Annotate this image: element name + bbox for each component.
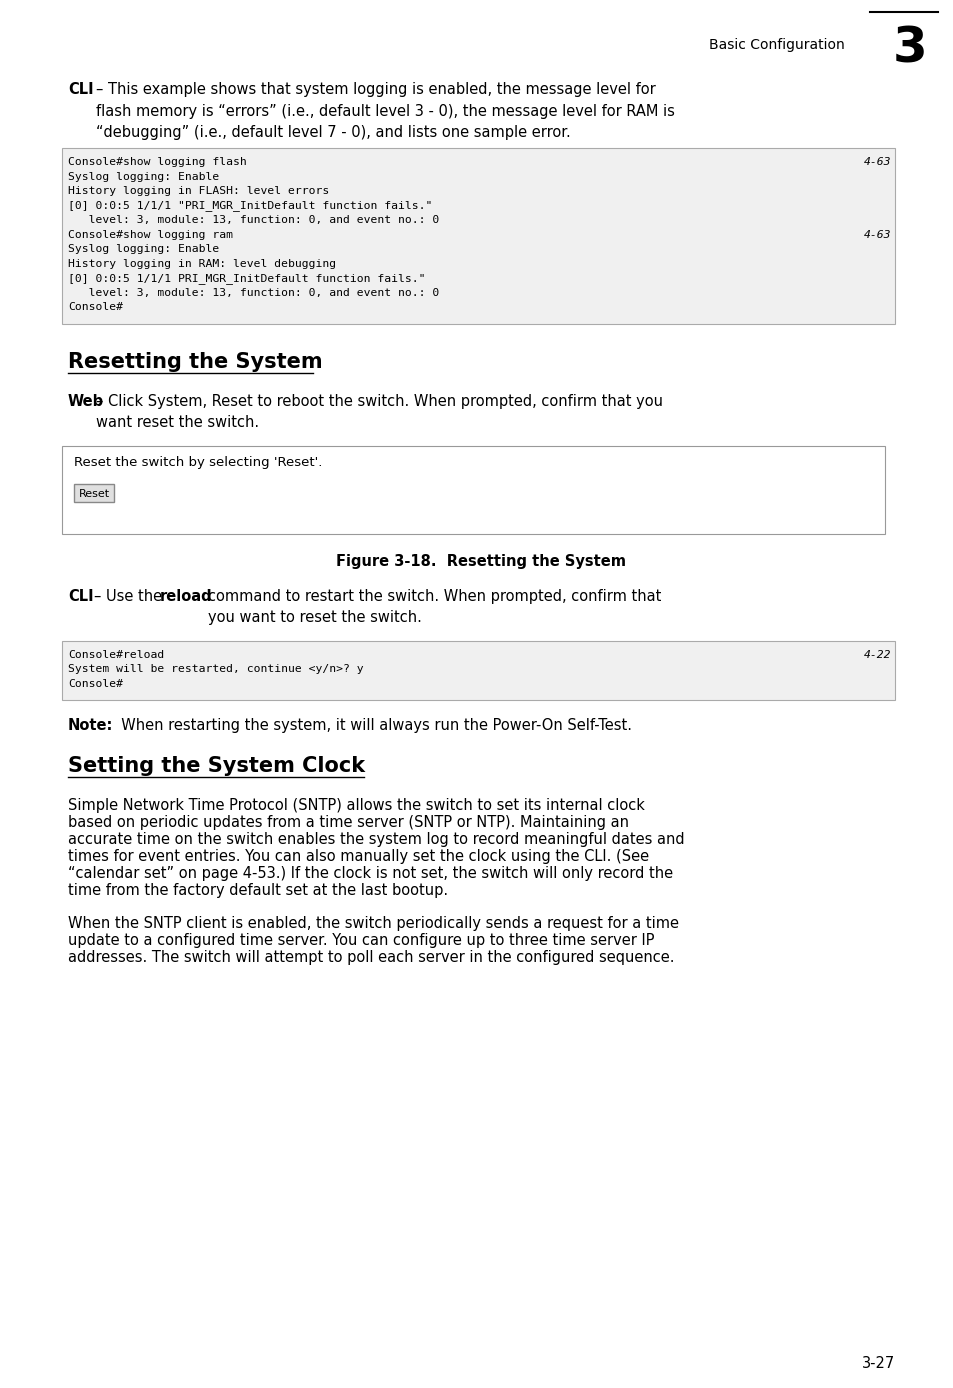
Text: – Use the: – Use the [94, 589, 167, 604]
Text: When the SNTP client is enabled, the switch periodically sends a request for a t: When the SNTP client is enabled, the swi… [68, 916, 679, 931]
Text: accurate time on the switch enables the system log to record meaningful dates an: accurate time on the switch enables the … [68, 831, 684, 847]
Text: When restarting the system, it will always run the Power-On Self-Test.: When restarting the system, it will alwa… [112, 718, 631, 733]
Text: based on periodic updates from a time server (SNTP or NTP). Maintaining an: based on periodic updates from a time se… [68, 815, 628, 830]
Text: – This example shows that system logging is enabled, the message level for
flash: – This example shows that system logging… [96, 82, 674, 140]
Text: Console#: Console# [68, 679, 123, 688]
Text: – Click System, Reset to reboot the switch. When prompted, confirm that you
want: – Click System, Reset to reboot the swit… [96, 394, 662, 430]
Text: [0] 0:0:5 1/1/1 PRI_MGR_InitDefault function fails.": [0] 0:0:5 1/1/1 PRI_MGR_InitDefault func… [68, 273, 425, 285]
Text: 4-63: 4-63 [862, 229, 890, 240]
Text: Syslog logging: Enable: Syslog logging: Enable [68, 172, 219, 182]
Text: [0] 0:0:5 1/1/1 "PRI_MGR_InitDefault function fails.": [0] 0:0:5 1/1/1 "PRI_MGR_InitDefault fun… [68, 200, 432, 211]
Text: Basic Configuration: Basic Configuration [708, 37, 844, 51]
Text: Note:: Note: [68, 718, 113, 733]
Text: Figure 3-18.  Resetting the System: Figure 3-18. Resetting the System [336, 554, 626, 569]
Text: level: 3, module: 13, function: 0, and event no.: 0: level: 3, module: 13, function: 0, and e… [68, 287, 438, 297]
Text: 3-27: 3-27 [861, 1356, 894, 1371]
Text: command to restart the switch. When prompted, confirm that
you want to reset the: command to restart the switch. When prom… [208, 589, 660, 625]
Text: time from the factory default set at the last bootup.: time from the factory default set at the… [68, 883, 448, 898]
Text: “calendar set” on page 4-53.) If the clock is not set, the switch will only reco: “calendar set” on page 4-53.) If the clo… [68, 866, 673, 881]
Text: 4-63: 4-63 [862, 157, 890, 167]
Text: times for event entries. You can also manually set the clock using the CLI. (See: times for event entries. You can also ma… [68, 849, 648, 863]
Text: Reset: Reset [78, 489, 110, 498]
Text: level: 3, module: 13, function: 0, and event no.: 0: level: 3, module: 13, function: 0, and e… [68, 215, 438, 225]
Bar [62, 446, 884, 533]
Text: Console#show logging flash: Console#show logging flash [68, 157, 247, 167]
Text: Syslog logging: Enable: Syslog logging: Enable [68, 244, 219, 254]
Text: History logging in RAM: level debugging: History logging in RAM: level debugging [68, 258, 335, 268]
Text: Reset the switch by selecting 'Reset'.: Reset the switch by selecting 'Reset'. [74, 455, 322, 469]
Bar [74, 483, 113, 501]
Text: Simple Network Time Protocol (SNTP) allows the switch to set its internal clock: Simple Network Time Protocol (SNTP) allo… [68, 798, 644, 813]
Text: Console#: Console# [68, 303, 123, 312]
Text: Console#reload: Console#reload [68, 650, 164, 659]
Text: 4-22: 4-22 [862, 650, 890, 659]
Text: Setting the System Clock: Setting the System Clock [68, 756, 365, 776]
Text: update to a configured time server. You can configure up to three time server IP: update to a configured time server. You … [68, 933, 654, 948]
Text: 3: 3 [892, 24, 926, 72]
Text: Web: Web [68, 394, 104, 408]
Text: Resetting the System: Resetting the System [68, 351, 322, 372]
Text: CLI: CLI [68, 589, 93, 604]
Text: System will be restarted, continue <y/n>? y: System will be restarted, continue <y/n>… [68, 663, 363, 675]
Text: reload: reload [160, 589, 213, 604]
Text: addresses. The switch will attempt to poll each server in the configured sequenc: addresses. The switch will attempt to po… [68, 949, 674, 965]
Bar [62, 640, 894, 700]
Bar [62, 149, 894, 323]
Text: CLI: CLI [68, 82, 93, 97]
Text: History logging in FLASH: level errors: History logging in FLASH: level errors [68, 186, 329, 196]
Text: Console#show logging ram: Console#show logging ram [68, 229, 233, 240]
